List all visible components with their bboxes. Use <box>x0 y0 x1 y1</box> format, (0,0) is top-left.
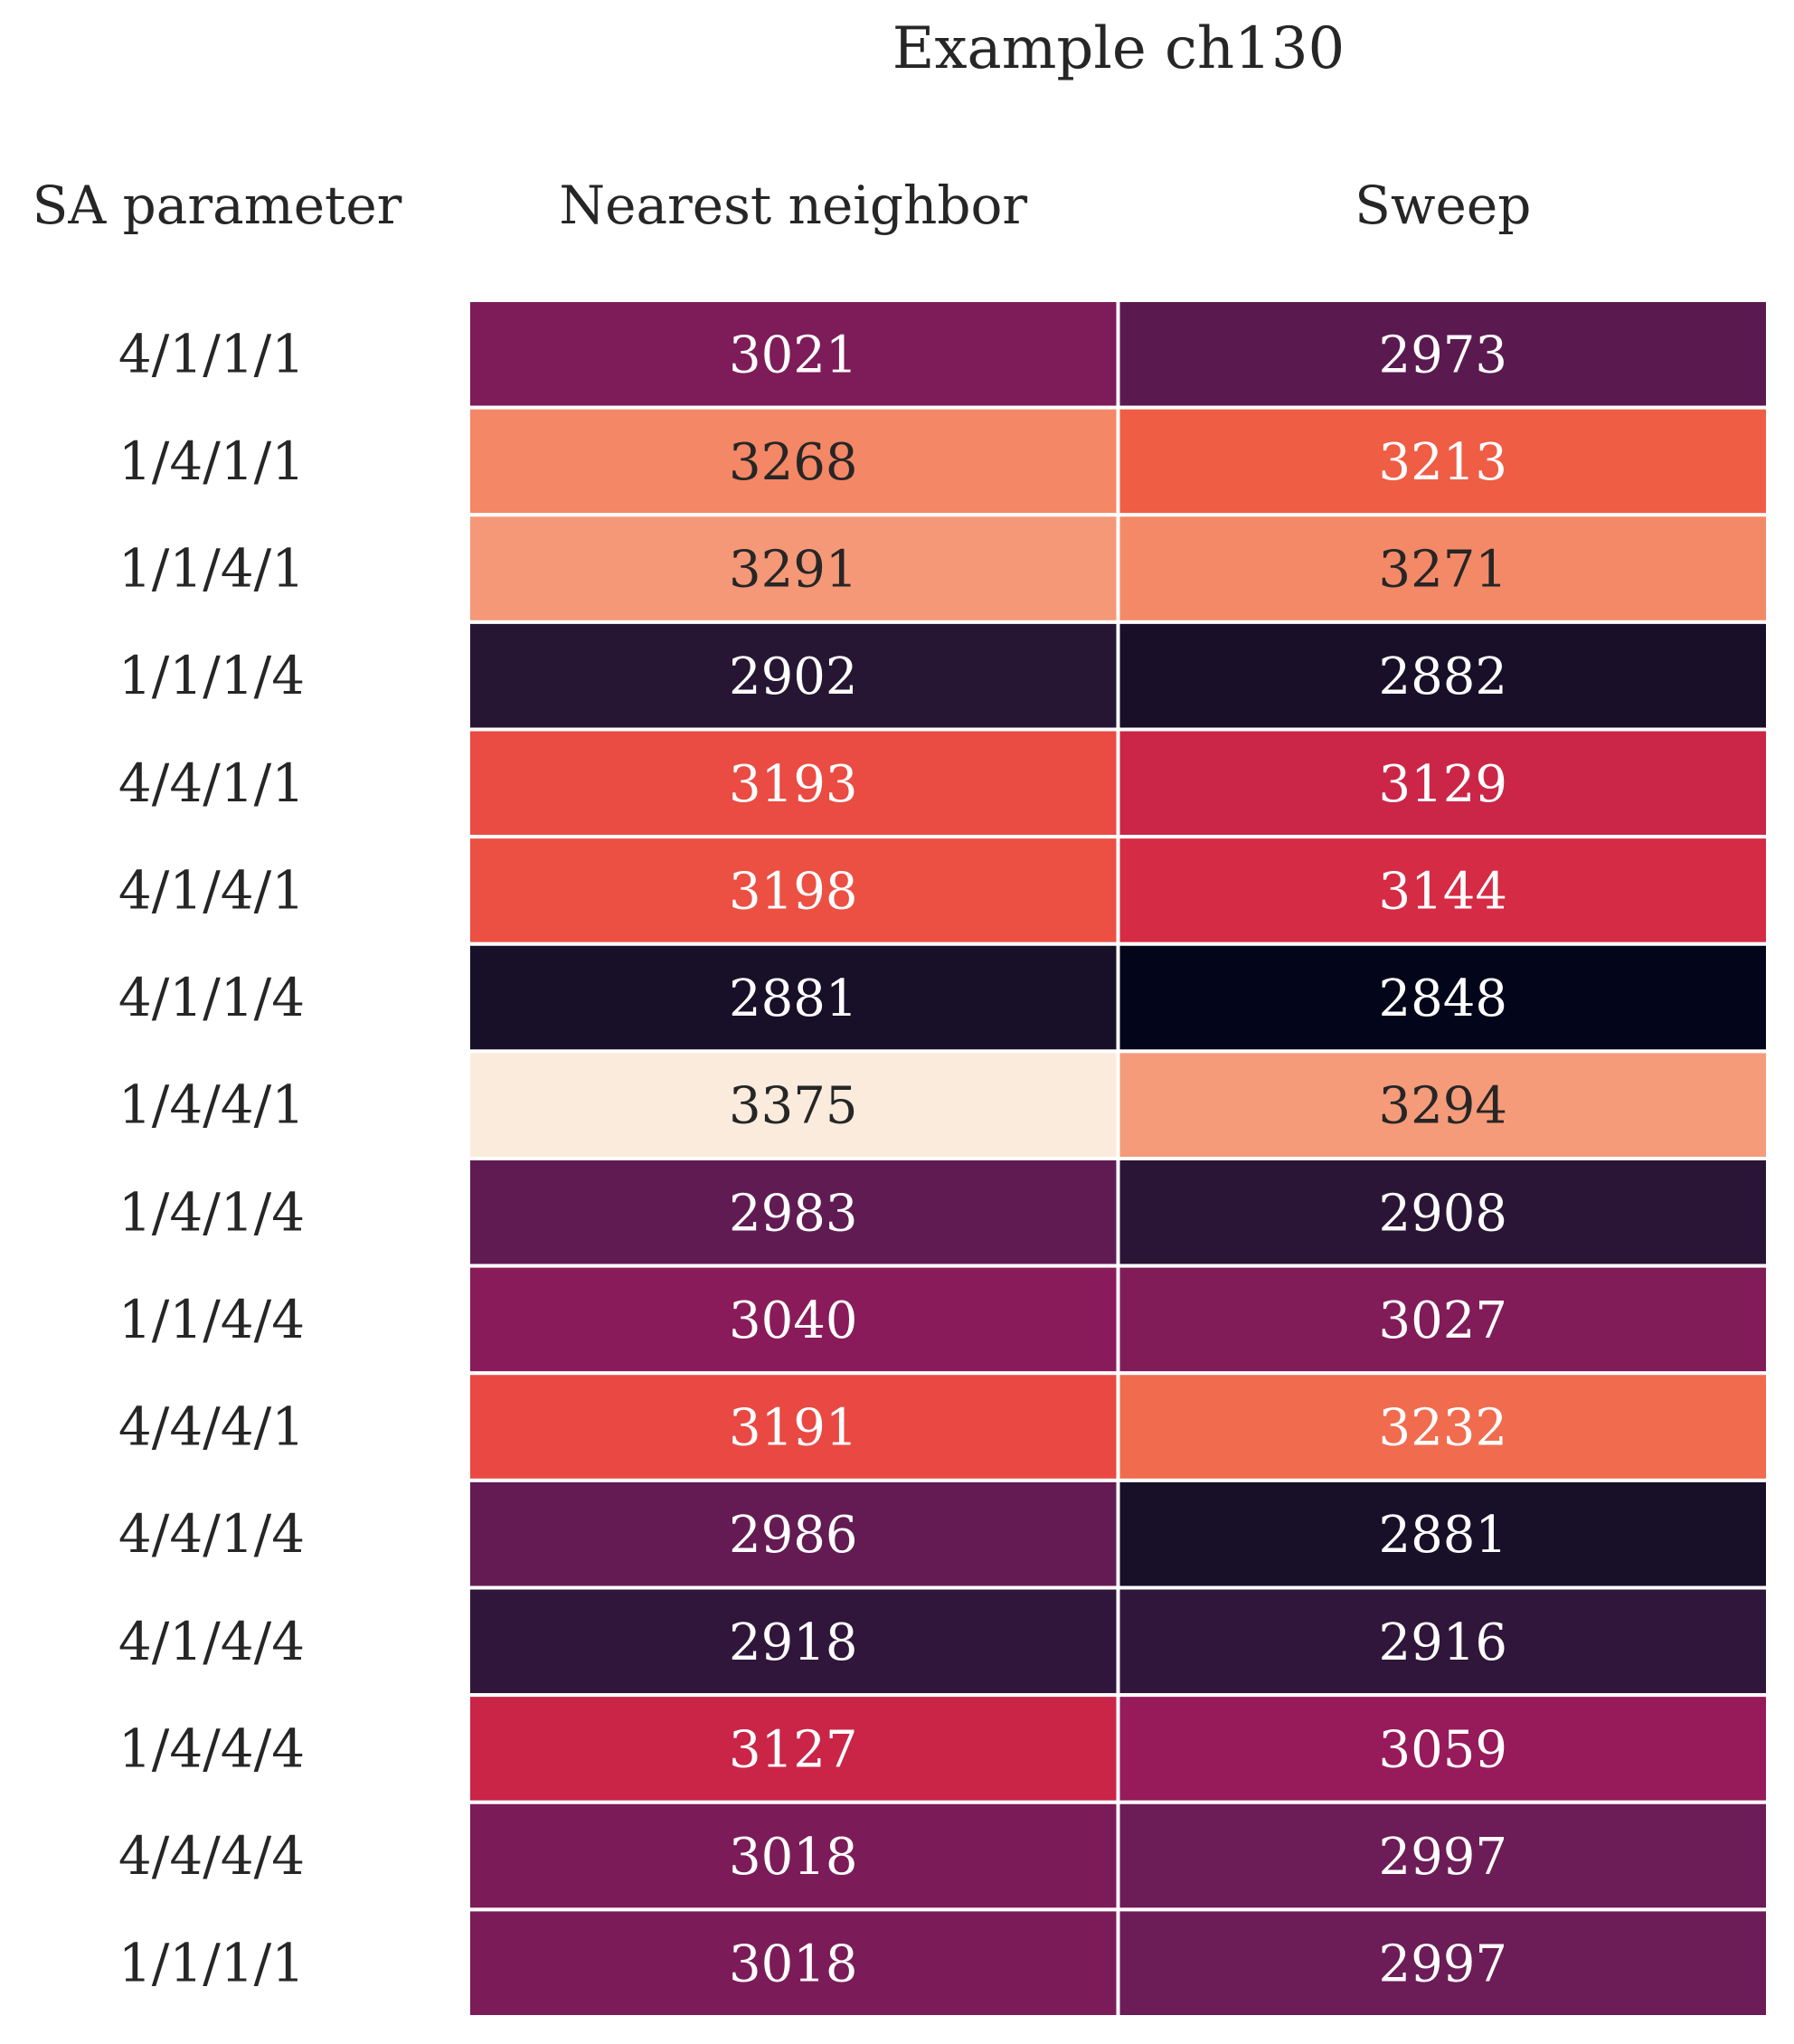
cell-value-label: 2983 <box>729 1184 858 1243</box>
row-label: 4/4/4/4 <box>118 1825 305 1887</box>
cell-value-label: 2908 <box>1378 1184 1507 1243</box>
heatmap-cell <box>467 1585 1120 1698</box>
heatmap-cell <box>1116 620 1770 732</box>
heatmap-cell <box>1116 1371 1770 1482</box>
heatmap-cell <box>1116 513 1770 624</box>
heatmap-cell <box>1116 1157 1770 1268</box>
cell-value-label: 3191 <box>729 1399 858 1458</box>
heatmap-cell <box>1116 835 1770 946</box>
heatmap-cell <box>467 1157 1120 1268</box>
heatmap-cell <box>1116 1049 1770 1160</box>
heatmap-cell <box>1116 942 1770 1054</box>
column-header: Sweep <box>1355 175 1531 236</box>
cell-value-label: 3144 <box>1378 862 1507 921</box>
cell-value-label: 3018 <box>729 1935 858 1994</box>
chart-title: Example ch130 <box>892 15 1346 82</box>
row-label: 1/4/4/1 <box>118 1074 305 1136</box>
cell-value-label: 3059 <box>1378 1720 1507 1779</box>
row-label: 4/4/4/1 <box>118 1396 305 1458</box>
cell-value-label: 3271 <box>1378 541 1507 600</box>
cell-value-label: 2997 <box>1378 1828 1507 1887</box>
row-label: 1/1/1/4 <box>118 645 305 706</box>
cell-value-label: 2973 <box>1378 326 1507 384</box>
heatmap-cell <box>1116 1800 1770 1912</box>
cell-value-label: 2881 <box>729 970 858 1028</box>
cell-value-label: 3027 <box>1378 1292 1507 1350</box>
cell-value-label: 3268 <box>729 433 858 492</box>
row-label: 4/4/1/1 <box>118 752 305 814</box>
cell-value-label: 2997 <box>1378 1935 1507 1994</box>
cell-value-label: 2882 <box>1378 648 1507 706</box>
row-label: 4/1/1/4 <box>118 967 305 1028</box>
cell-value-label: 3232 <box>1378 1399 1507 1458</box>
heatmap-cells: 3021 2973 3268 3213 3291 3271 2902 2882 3193 3129… <box>467 298 1770 2019</box>
cell-value-label: 2902 <box>729 648 858 706</box>
row-header: SA parameter <box>33 175 402 236</box>
row-label: 1/4/4/4 <box>118 1718 305 1779</box>
cell-value-label: 3375 <box>729 1077 858 1136</box>
column-headers: Nearest neighbor Sweep <box>559 175 1531 236</box>
cell-value-label: 3294 <box>1378 1077 1507 1136</box>
heatmap-cell <box>467 1478 1120 1590</box>
cell-value-label: 3018 <box>729 1828 858 1887</box>
heatmap-cell <box>1116 1263 1770 1376</box>
heatmap-cell <box>1116 1907 1770 2019</box>
row-label: 4/1/4/4 <box>118 1611 305 1672</box>
cell-value-label: 3040 <box>729 1292 858 1350</box>
heatmap-cell <box>1116 1585 1770 1698</box>
cell-value-label: 3193 <box>729 755 858 814</box>
cell-value-label: 3021 <box>729 326 858 384</box>
cell-value-label: 2916 <box>1378 1613 1507 1672</box>
cell-value-label: 3291 <box>729 541 858 600</box>
column-header: Nearest neighbor <box>559 175 1027 236</box>
heatmap-cell <box>467 1693 1120 1804</box>
row-label: 4/1/1/1 <box>118 323 305 384</box>
row-label: 1/4/1/4 <box>118 1181 305 1243</box>
cell-value-label: 2986 <box>729 1506 858 1565</box>
cell-value-label: 3127 <box>729 1720 858 1779</box>
heatmap-cell <box>467 298 1120 410</box>
cell-value-label: 3213 <box>1378 433 1507 492</box>
row-label: 1/1/4/1 <box>118 538 305 600</box>
cell-value-label: 2918 <box>729 1613 858 1672</box>
row-label: 1/1/1/1 <box>118 1933 305 1994</box>
heatmap-cell <box>467 1907 1120 2019</box>
row-label: 4/1/4/1 <box>118 859 305 921</box>
cell-value-label: 3129 <box>1378 755 1507 814</box>
row-labels: 4/1/1/1 1/4/1/1 1/1/4/1 1/1/1/4 4/4/1/1 4/1/4… <box>118 323 305 1993</box>
heatmap-cell <box>467 1263 1120 1376</box>
cell-value-label: 2881 <box>1378 1506 1507 1565</box>
cell-value-label: 3198 <box>729 862 858 921</box>
heatmap-cell <box>467 1371 1120 1482</box>
cell-value-label: 2848 <box>1378 970 1507 1028</box>
heatmap-cell <box>1116 298 1770 410</box>
heatmap-cell <box>1116 1693 1770 1804</box>
row-label: 4/4/1/4 <box>118 1503 305 1565</box>
heatmap-cell <box>467 405 1120 517</box>
heatmap-cell <box>467 1800 1120 1912</box>
heatmap-cell <box>1116 1478 1770 1590</box>
heatmap-cell <box>1116 727 1770 839</box>
row-label: 1/1/4/4 <box>118 1289 305 1350</box>
row-label: 1/4/1/1 <box>118 431 305 492</box>
heatmap-cell <box>1116 405 1770 517</box>
